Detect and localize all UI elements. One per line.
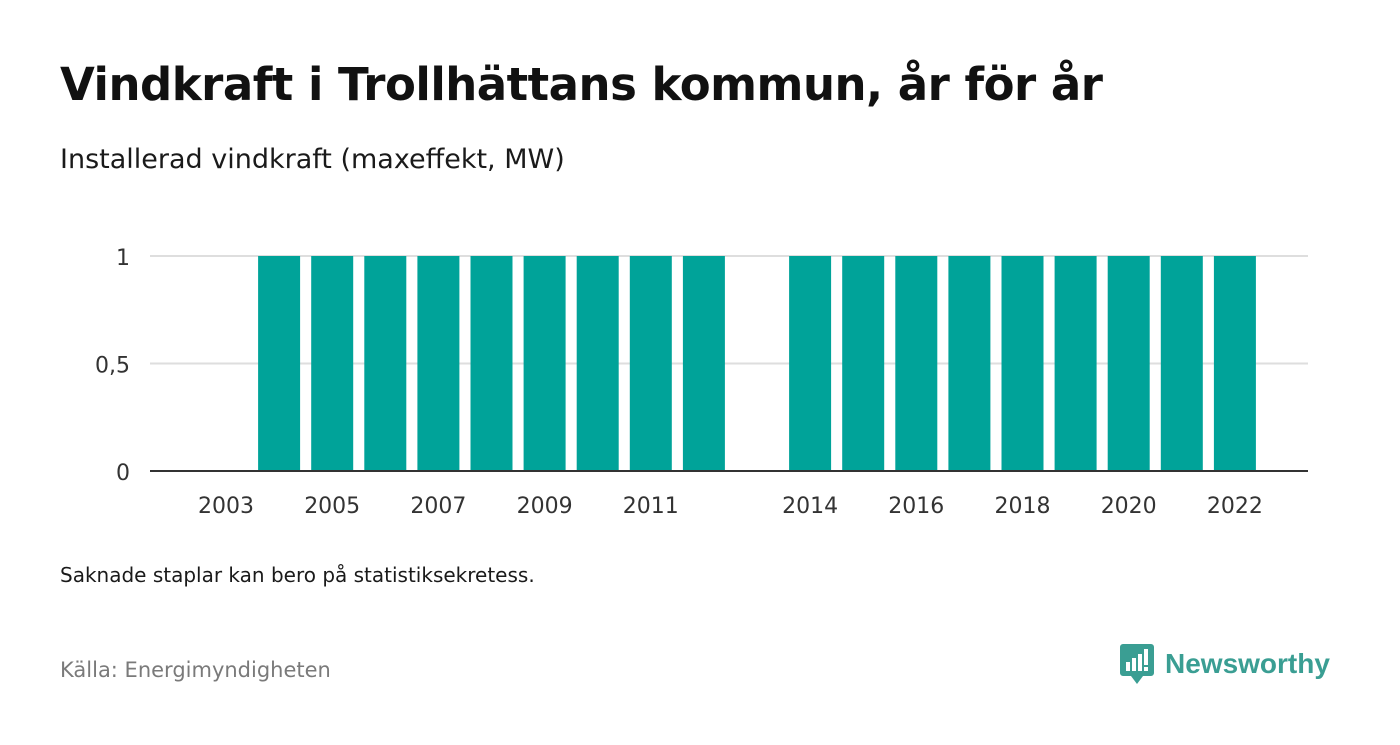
x-tick-label: 2011	[623, 494, 679, 519]
bar-2011	[629, 256, 672, 471]
bar-2010	[576, 256, 619, 471]
x-tick-label: 2016	[888, 494, 944, 519]
x-tick-label: 2022	[1207, 494, 1263, 519]
bar-2007	[417, 256, 460, 471]
x-tick-label: 2014	[782, 494, 838, 519]
y-tick-label: 0,5	[95, 354, 130, 379]
bar-2020	[1107, 256, 1150, 471]
bar-2017	[948, 256, 991, 471]
x-tick-label: 2003	[198, 494, 254, 519]
y-tick-label: 1	[116, 246, 130, 271]
bar-2018	[1001, 256, 1044, 471]
source-note: Källa: Energimyndigheten	[60, 658, 331, 682]
x-tick-label: 2020	[1101, 494, 1157, 519]
x-tick-label: 2005	[304, 494, 360, 519]
bar-2019	[1054, 256, 1097, 471]
bar-2006	[364, 256, 407, 471]
footnote: Saknade staplar kan bero på statistiksek…	[60, 563, 535, 587]
bar-2004	[258, 256, 301, 471]
brand-name: Newsworthy	[1165, 648, 1330, 679]
x-tick-label: 2007	[410, 494, 466, 519]
bar-2016	[895, 256, 938, 471]
bar-2021	[1160, 256, 1203, 471]
bar-2012	[682, 256, 725, 471]
y-tick-label: 0	[116, 461, 130, 486]
y-axis-ticks: 00,51	[95, 246, 130, 486]
bar-2022	[1213, 256, 1256, 471]
bar-2008	[470, 256, 513, 471]
x-tick-label: 2009	[517, 494, 573, 519]
bar-2014	[789, 256, 832, 471]
chart-title: Vindkraft i Trollhättans kommun, år för …	[60, 58, 1103, 111]
bar-2005	[311, 256, 354, 471]
bar-2015	[842, 256, 885, 471]
x-tick-label: 2018	[995, 494, 1051, 519]
newsworthy-logo-icon	[1120, 644, 1154, 684]
bar-2009	[523, 256, 566, 471]
newsworthy-logo: Newsworthy	[1119, 641, 1330, 687]
x-axis-ticks: 2003 2005 2007 2009 2011 2014 2016 2018 2020 2022	[198, 494, 1263, 519]
chart-subtitle: Installerad vindkraft (maxeffekt, MW)	[60, 144, 565, 175]
bars	[258, 256, 1256, 471]
bar-chart: 00,51 2003 2005 2007 2009 2011 2014 2016 2018 20…	[95, 246, 1308, 519]
